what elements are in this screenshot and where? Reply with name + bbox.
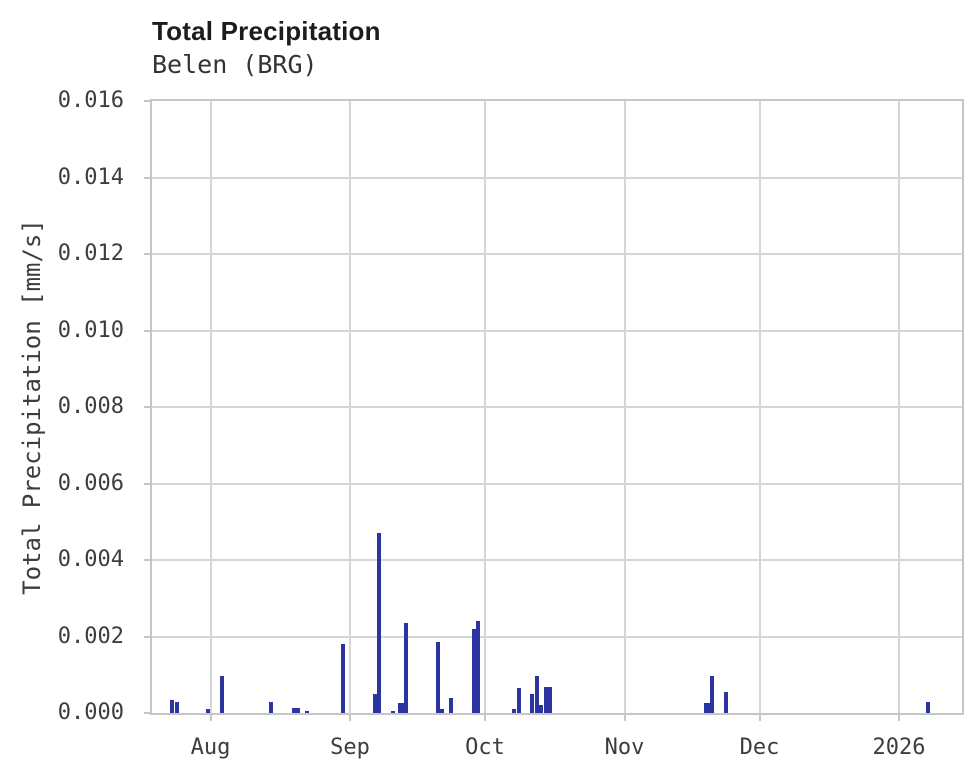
x-tick-label: Nov	[604, 735, 645, 760]
precipitation-bar	[390, 710, 395, 713]
precipitation-bar	[435, 642, 440, 713]
chart-title: Total Precipitation	[152, 16, 381, 46]
y-tick-label: 0.008	[57, 394, 124, 419]
precipitation-bar	[530, 693, 535, 713]
grid-line-horizontal	[152, 635, 962, 638]
grid-line-horizontal	[152, 559, 962, 561]
chart-subtitle: Belen (BRG)	[152, 50, 318, 79]
precipitation-bar	[305, 710, 310, 713]
x-tick-label: Dec	[739, 735, 780, 760]
precipitation-bar	[543, 686, 548, 713]
precipitation-bar	[548, 686, 553, 713]
y-tick-mark	[144, 329, 150, 332]
y-tick-label: 0.016	[57, 88, 124, 113]
precipitation-bar	[516, 688, 521, 713]
x-tick-mark	[898, 715, 900, 721]
y-tick-label: 0.012	[57, 241, 124, 266]
y-tick-mark	[144, 406, 150, 408]
precipitation-bar	[512, 709, 517, 713]
grid-line-horizontal	[152, 176, 962, 179]
grid-line-vertical	[758, 101, 761, 713]
x-tick-label: 2026	[872, 735, 926, 760]
y-tick-mark	[144, 176, 150, 179]
y-tick-mark	[144, 635, 150, 638]
precipitation-bar	[926, 701, 931, 713]
x-tick-mark	[209, 715, 212, 721]
grid-line-vertical	[209, 101, 212, 713]
precipitation-bar	[269, 702, 274, 713]
y-tick-label: 0.010	[57, 317, 124, 343]
x-tick-label: Sep	[330, 735, 370, 760]
precipitation-bar	[440, 709, 445, 713]
x-tick-mark	[758, 715, 761, 721]
y-tick-mark	[144, 559, 150, 561]
precipitation-bar	[170, 699, 175, 713]
precipitation-bar	[704, 703, 712, 713]
y-tick-label: 0.006	[57, 470, 124, 496]
grid-line-horizontal	[152, 406, 962, 408]
y-tick-mark	[144, 482, 150, 485]
precipitation-bar	[539, 705, 544, 713]
grid-line-vertical	[349, 101, 351, 713]
grid-line-horizontal	[152, 482, 962, 485]
grid-line-vertical	[484, 101, 486, 713]
precipitation-bar	[377, 533, 382, 713]
x-tick-mark	[623, 715, 626, 721]
grid-line-horizontal	[152, 329, 962, 332]
plot-area	[150, 99, 964, 715]
precipitation-bar	[476, 621, 481, 713]
precipitation-bar	[372, 693, 377, 713]
precipitation-bar	[449, 697, 454, 713]
x-tick-label: Aug	[190, 735, 231, 760]
x-tick-mark	[349, 715, 351, 721]
grid-line-vertical	[623, 101, 626, 713]
precipitation-bar	[471, 628, 476, 713]
y-tick-label: 0.014	[57, 164, 124, 190]
y-tick-label: 0.004	[57, 547, 124, 572]
precipitation-bar	[174, 702, 179, 713]
y-tick-label: 0.000	[57, 700, 124, 725]
y-tick-mark	[144, 712, 150, 714]
precipitation-bar	[206, 709, 211, 713]
precipitation-bar	[534, 675, 539, 713]
precipitation-bar	[341, 644, 346, 713]
grid-line-vertical	[898, 101, 900, 713]
precipitation-bar	[710, 675, 715, 713]
precipitation-bar	[723, 691, 728, 713]
grid-line-horizontal	[152, 253, 962, 255]
x-tick-mark	[484, 715, 486, 721]
y-tick-mark	[144, 253, 150, 255]
y-tick-label: 0.002	[57, 623, 124, 649]
y-tick-mark	[144, 100, 150, 102]
precipitation-bar	[291, 708, 296, 713]
precipitation-bar	[219, 675, 224, 713]
precipitation-bar	[296, 708, 301, 713]
precipitation-bar	[398, 703, 406, 713]
precipitation-bar	[404, 623, 409, 713]
x-tick-label: Oct	[465, 735, 505, 760]
